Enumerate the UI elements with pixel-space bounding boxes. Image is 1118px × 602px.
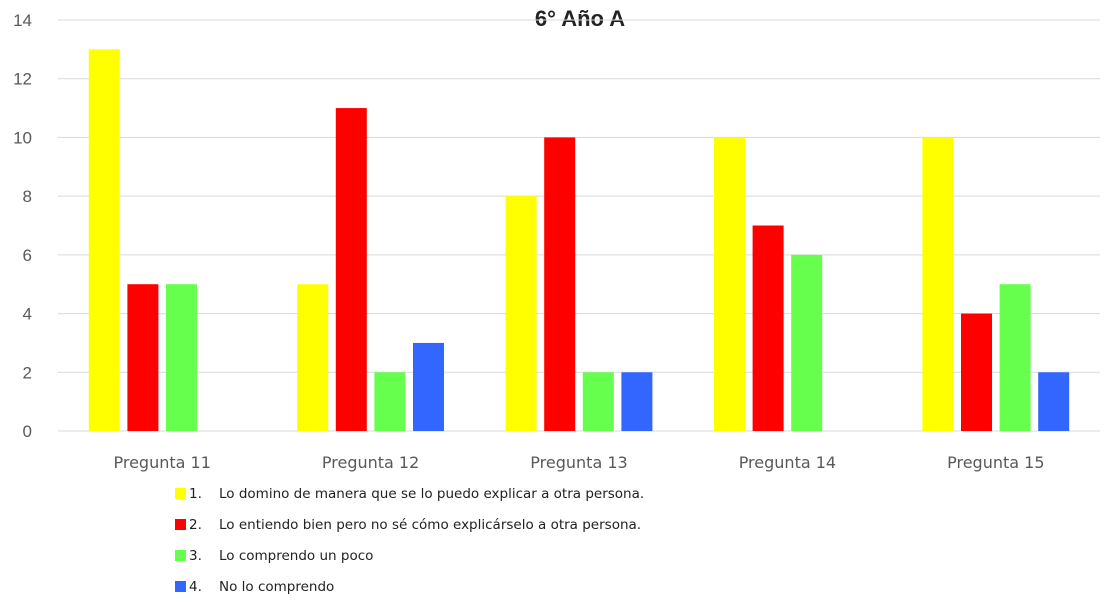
y-tick-label: 12 — [13, 70, 32, 89]
y-tick-label: 14 — [13, 11, 32, 30]
legend-number-1: 1. — [189, 485, 202, 502]
bar — [1038, 372, 1070, 431]
bar — [413, 342, 444, 431]
y-axis-ticks: 0 2 4 6 8 10 12 14 — [13, 11, 32, 441]
legend-swatch-3 — [175, 550, 186, 561]
legend: 1. Lo domino de manera que se lo puedo e… — [175, 478, 644, 602]
y-tick-label: 6 — [23, 246, 32, 265]
y-tick-label: 2 — [23, 363, 32, 382]
y-tick-label: 0 — [23, 422, 32, 441]
bar — [752, 225, 784, 431]
legend-swatch-4 — [175, 581, 186, 592]
x-tick-label: Pregunta 11 — [113, 453, 210, 472]
legend-label-1: Lo domino de manera que se lo puedo expl… — [219, 485, 645, 502]
y-tick-label: 10 — [13, 128, 32, 147]
legend-number-2: 2. — [189, 516, 202, 533]
x-tick-label: Pregunta 14 — [739, 453, 836, 472]
gridlines — [58, 19, 1100, 432]
bar — [297, 284, 329, 431]
legend-label-3: Lo comprendo un poco — [219, 547, 374, 564]
bar — [166, 284, 197, 431]
legend-number-4: 4. — [189, 578, 202, 595]
legend-number-3: 3. — [189, 547, 202, 564]
x-axis-ticks: Pregunta 11 Pregunta 12 Pregunta 13 Pregunt… — [113, 453, 1044, 472]
y-tick-label: 4 — [23, 305, 32, 324]
bars — [88, 49, 1070, 432]
bar — [374, 372, 406, 431]
bar — [922, 137, 954, 431]
y-tick-label: 8 — [23, 187, 32, 206]
bar — [791, 254, 823, 431]
bar — [621, 372, 653, 431]
legend-label-2: Lo entiendo bien pero no sé cómo explicá… — [219, 516, 642, 533]
bar — [505, 196, 537, 431]
bar — [335, 108, 367, 432]
legend-item-1: 1. Lo domino de manera que se lo puedo e… — [175, 478, 644, 509]
legend-swatch-2 — [175, 519, 186, 530]
bar — [582, 372, 614, 431]
chart-title: 6° Año A — [535, 6, 625, 31]
bar — [714, 137, 745, 431]
legend-item-4: 4. No lo comprendo — [175, 571, 644, 602]
legend-label-4: No lo comprendo — [219, 578, 335, 595]
legend-item-3: 3. Lo comprendo un poco — [175, 540, 644, 571]
legend-swatch-1 — [175, 488, 186, 499]
bar — [961, 313, 992, 431]
bar — [88, 49, 120, 431]
bar — [544, 137, 576, 431]
x-tick-label: Pregunta 13 — [530, 453, 627, 472]
x-tick-label: Pregunta 15 — [947, 453, 1044, 472]
x-tick-label: Pregunta 12 — [322, 453, 419, 472]
legend-item-2: 2. Lo entiendo bien pero no sé cómo expl… — [175, 509, 644, 540]
bar — [127, 284, 159, 431]
bar — [999, 284, 1031, 431]
